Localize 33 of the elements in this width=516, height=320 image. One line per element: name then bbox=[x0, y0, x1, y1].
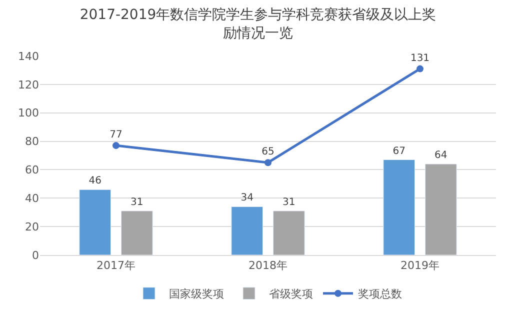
data-label: 77 bbox=[110, 130, 122, 141]
data-label: 31 bbox=[282, 196, 296, 208]
legend-label: 省级奖项 bbox=[269, 288, 313, 301]
bar bbox=[120, 210, 153, 255]
bar bbox=[272, 210, 305, 255]
y-tick-label: 120 bbox=[18, 78, 39, 92]
y-tick-label: 60 bbox=[25, 164, 39, 177]
chart-title: 2017-2019年数信学院学生参与学科竞赛获省级及以上奖励情况一览 bbox=[80, 7, 436, 42]
y-tick-label: 20 bbox=[25, 220, 39, 234]
x-tick-label: 2017年 bbox=[96, 259, 136, 272]
y-tick-label: 100 bbox=[18, 106, 39, 120]
data-label: 46 bbox=[88, 176, 102, 187]
point bbox=[112, 142, 120, 150]
data-label: 64 bbox=[434, 150, 448, 162]
y-tick-label: 0 bbox=[32, 248, 39, 262]
data-label: 67 bbox=[392, 146, 406, 157]
legend-label: 奖项总数 bbox=[358, 288, 402, 301]
data-label: 34 bbox=[240, 192, 254, 204]
x-tick-label: 2018年 bbox=[248, 259, 288, 272]
point bbox=[264, 159, 272, 166]
y-tick-label: 80 bbox=[25, 135, 39, 148]
y-tick-label: 140 bbox=[18, 50, 39, 63]
legend-label: 国家级奖项 bbox=[169, 288, 224, 301]
bar bbox=[424, 164, 457, 255]
bar bbox=[383, 160, 416, 255]
data-label: 31 bbox=[130, 196, 144, 208]
data-label: 65 bbox=[262, 146, 274, 158]
point bbox=[416, 65, 424, 72]
y-tick-label: 40 bbox=[25, 192, 39, 205]
x-tick-label: 2019年 bbox=[400, 259, 440, 272]
bar bbox=[79, 189, 112, 255]
data-label: 131 bbox=[410, 52, 430, 64]
bar bbox=[231, 206, 264, 255]
